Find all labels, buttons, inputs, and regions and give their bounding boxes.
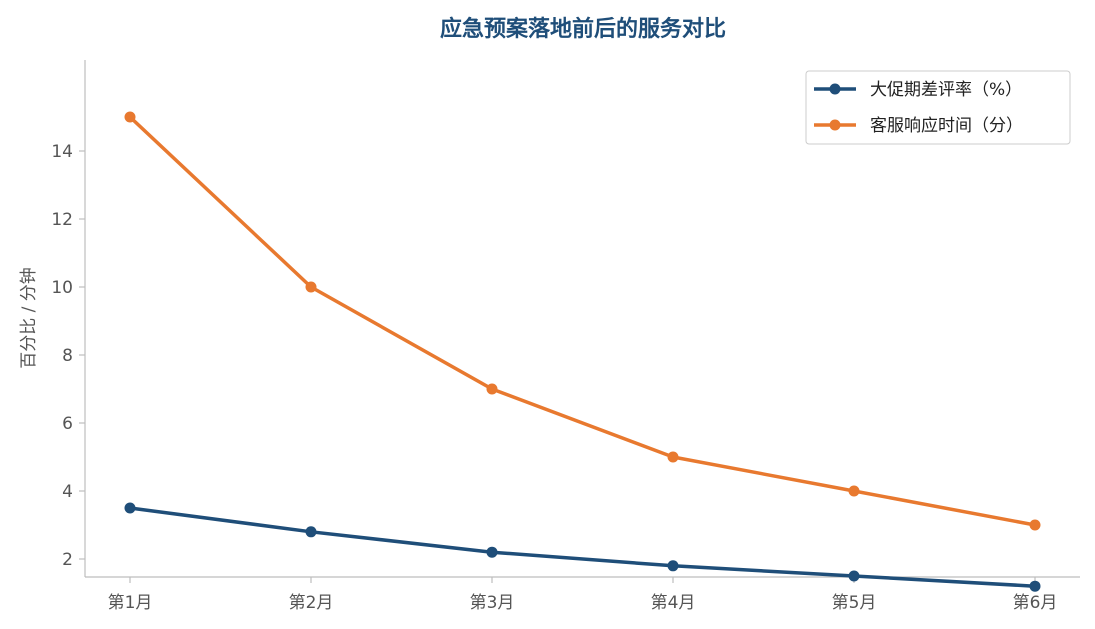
x-tick-label: 第2月 [289, 593, 334, 613]
legend-swatch-marker [829, 83, 841, 95]
data-point [305, 526, 317, 538]
x-tick-label: 第1月 [108, 593, 153, 613]
data-point [124, 502, 136, 514]
data-point [486, 546, 498, 558]
y-tick-label: 12 [51, 210, 73, 230]
y-ticks: 2 4 6 8 10 12 14 [51, 142, 85, 570]
series-1 [124, 502, 1041, 592]
data-point [667, 560, 679, 572]
data-point [124, 111, 136, 123]
x-tick-label: 第4月 [651, 593, 696, 613]
series-line [128, 115, 1037, 527]
data-point [848, 570, 860, 582]
y-tick-label: 4 [62, 482, 73, 502]
y-axis-label: 百分比 / 分钟 [19, 267, 39, 369]
data-point [667, 451, 679, 463]
x-ticks: 第1月 第2月 第3月 第4月 第5月 第6月 [108, 577, 1058, 613]
data-point [305, 281, 317, 293]
legend-box [805, 70, 1071, 145]
data-point [1029, 580, 1041, 592]
chart-title: 应急预案落地前后的服务对比 [440, 16, 726, 42]
y-tick-label: 10 [51, 278, 73, 298]
legend-swatch-marker [829, 119, 841, 131]
y-tick-label: 2 [62, 550, 73, 570]
data-point [1029, 519, 1041, 531]
y-tick-label: 14 [51, 142, 73, 162]
legend: 大促期差评率（%） 客服响应时间（分） [805, 70, 1071, 145]
x-tick-label: 第6月 [1013, 593, 1058, 613]
series-2 [124, 111, 1041, 531]
y-tick-label: 8 [62, 346, 73, 366]
x-tick-label: 第5月 [832, 593, 877, 613]
y-tick-label: 6 [62, 414, 73, 434]
legend-entry-label: 大促期差评率（%） [870, 80, 1022, 100]
series-line [128, 506, 1037, 588]
series-layer [124, 111, 1041, 592]
data-point [848, 485, 860, 497]
data-point [486, 383, 498, 395]
x-tick-label: 第3月 [470, 593, 515, 613]
legend-entry-label: 客服响应时间（分） [870, 116, 1023, 136]
